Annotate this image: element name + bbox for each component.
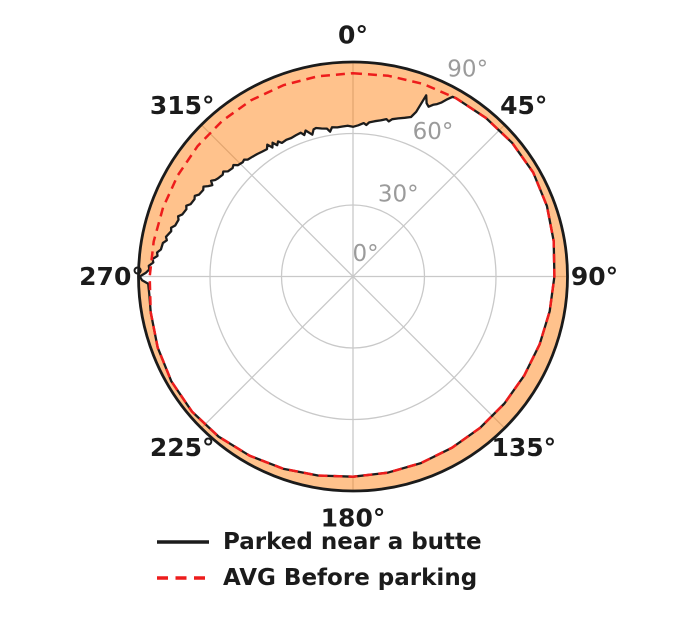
radial-tick-label: 0° <box>353 241 379 267</box>
grid-spoke <box>200 276 354 429</box>
legend-item: Parked near a butte <box>156 527 482 557</box>
theta-tick-label: 180° <box>321 504 386 533</box>
theta-tick-label: 225° <box>150 433 215 462</box>
grid-spoke <box>352 276 506 429</box>
grid-spoke <box>352 124 506 277</box>
theta-tick-label: 270° <box>79 262 144 291</box>
legend-swatch-solid-line <box>157 540 209 544</box>
legend-item: AVG Before parking <box>156 563 482 593</box>
grid-spoke <box>200 124 354 277</box>
theta-tick-label: 45° <box>500 91 547 120</box>
legend: Parked near a butte AVG Before parking <box>156 527 482 593</box>
theta-tick-label: 0° <box>338 21 368 50</box>
radial-tick-label: 30° <box>378 182 419 208</box>
theta-tick-label: 90° <box>571 262 618 291</box>
polar-rim <box>137 60 569 493</box>
theta-tick-label: 135° <box>491 433 556 462</box>
theta-tick-label: 315° <box>150 91 215 120</box>
radial-tick-label: 60° <box>413 119 454 145</box>
series-parked-line <box>138 94 556 478</box>
legend-swatch-dashed-line <box>157 576 209 580</box>
legend-label: AVG Before parking <box>223 565 478 591</box>
radial-tick-label: 90° <box>447 57 488 83</box>
legend-label: Parked near a butte <box>223 529 482 555</box>
series-avg-line <box>148 71 556 478</box>
